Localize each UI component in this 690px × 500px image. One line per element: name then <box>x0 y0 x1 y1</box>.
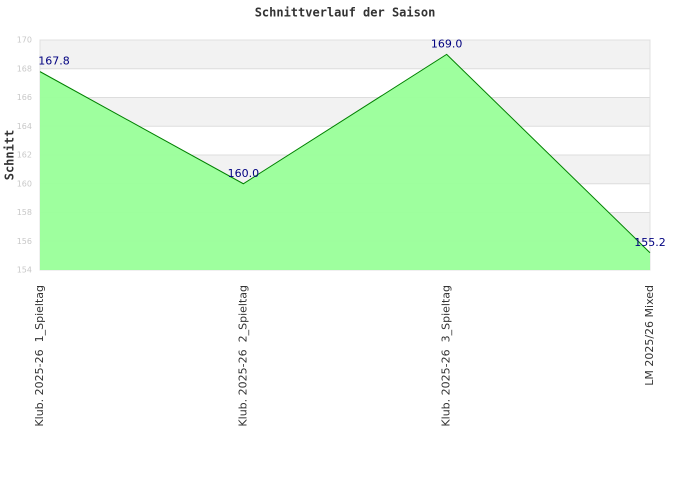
y-tick-label: 154 <box>17 266 32 275</box>
y-tick-label: 168 <box>17 64 32 73</box>
data-label: 160.0 <box>228 167 260 180</box>
y-tick-label: 162 <box>17 151 32 160</box>
x-tick-label: Klub. 2025-26 1_Spieltag <box>33 285 46 427</box>
y-tick-label: 170 <box>17 36 32 45</box>
y-tick-label: 166 <box>17 93 32 102</box>
y-tick-label: 158 <box>17 208 32 217</box>
chart-title: Schnittverlauf der Saison <box>255 6 436 20</box>
plot-band <box>40 68 650 98</box>
y-axis-label: Schnitt <box>3 130 17 181</box>
x-tick-label: LM 2025/26 Mixed <box>643 285 656 386</box>
x-tick-label: Klub. 2025-26 3_Spieltag <box>440 285 453 427</box>
data-label: 155.2 <box>634 236 666 249</box>
y-tick-label: 156 <box>17 237 32 246</box>
area <box>40 54 650 270</box>
data-label: 167.8 <box>38 55 70 68</box>
data-label: 169.0 <box>431 37 463 50</box>
x-tick-label: Klub. 2025-26 2_Spieltag <box>236 285 249 427</box>
plot-band <box>40 40 650 69</box>
y-tick-label: 160 <box>17 179 32 188</box>
line <box>39 53 651 254</box>
y-tick-label: 164 <box>17 122 32 131</box>
